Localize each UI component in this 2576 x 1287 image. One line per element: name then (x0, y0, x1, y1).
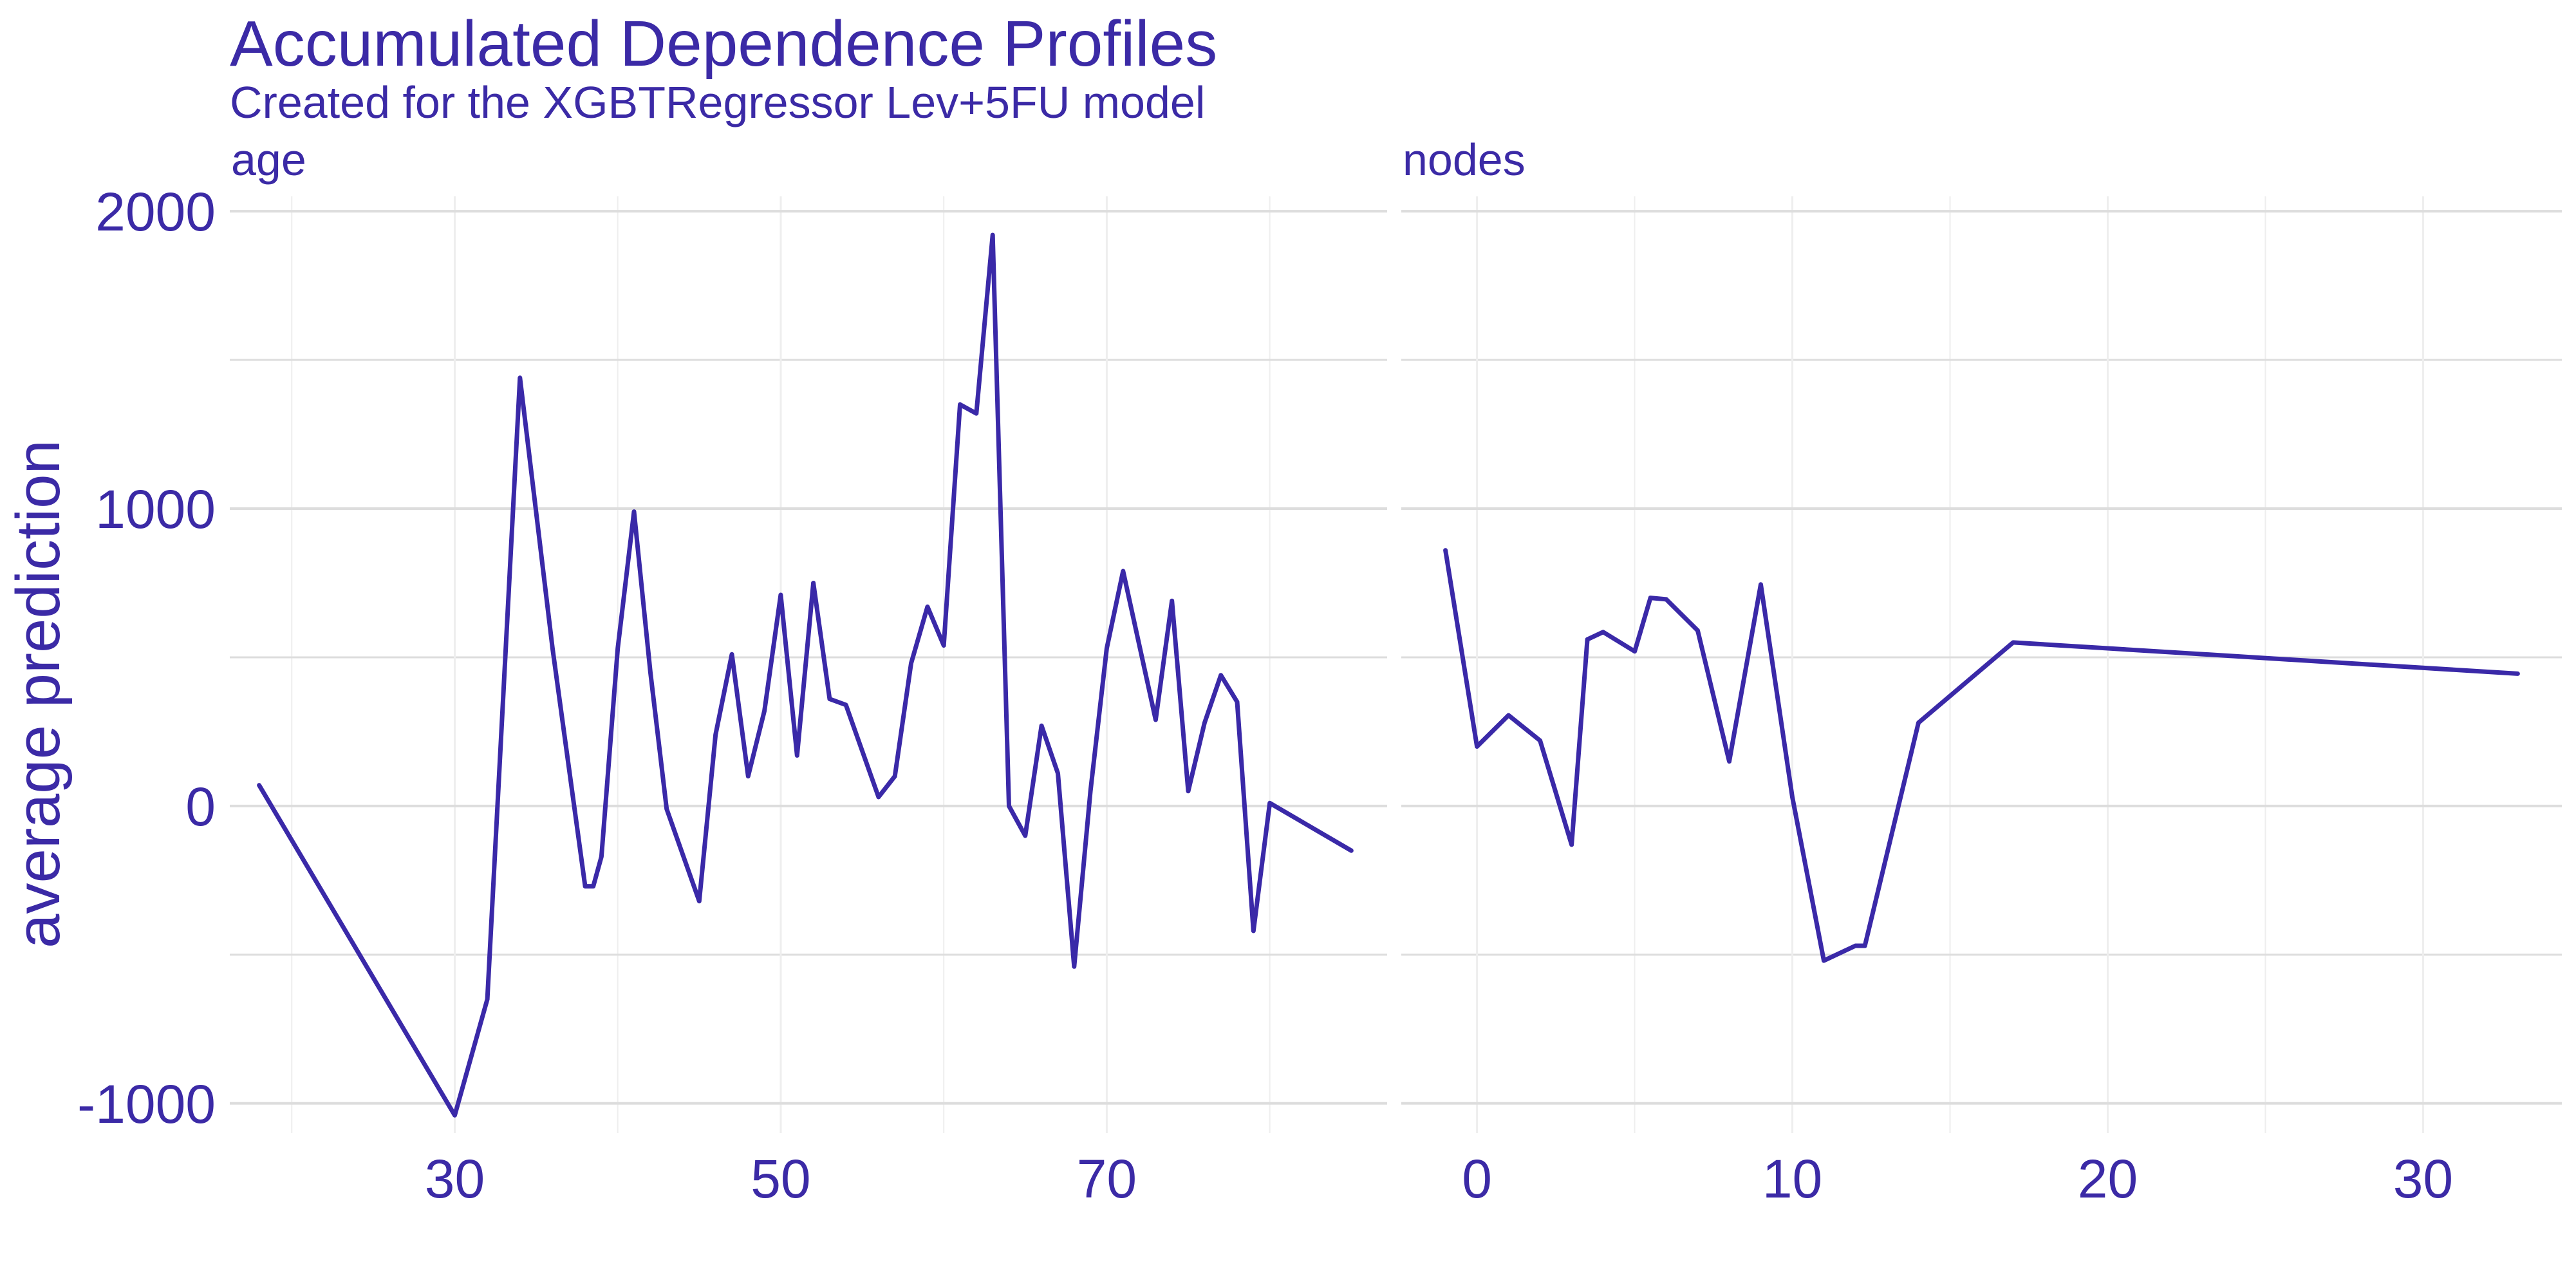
panel-label-age: age (231, 135, 306, 185)
series-line-nodes (1443, 548, 2520, 963)
panel-nodes: nodes 0 10 20 30 (1401, 135, 2562, 1209)
chart-subtitle: Created for the XGBTRegressor Lev+5FU mo… (230, 77, 1206, 127)
y-axis-label: average prediction (4, 440, 73, 948)
y-tick-label: -1000 (77, 1074, 216, 1134)
chart-title: Accumulated Dependence Profiles (230, 8, 1218, 80)
x-tick-label: 30 (425, 1149, 485, 1209)
series-line-age (257, 232, 1354, 1118)
x-tick-label: 50 (751, 1149, 810, 1209)
panel-age: age 30 50 70 -1000 0 1000 2000 (77, 135, 1387, 1209)
panel-label-nodes: nodes (1403, 135, 1526, 185)
x-tick-label: 70 (1077, 1149, 1137, 1209)
y-tick-label: 0 (185, 776, 216, 837)
y-tick-label: 2000 (95, 182, 216, 242)
x-tick-label: 30 (2393, 1149, 2453, 1209)
x-tick-label: 20 (2078, 1149, 2138, 1209)
x-tick-label: 0 (1462, 1149, 1492, 1209)
y-tick-label: 1000 (95, 479, 216, 540)
x-tick-label: 10 (1762, 1149, 1822, 1209)
